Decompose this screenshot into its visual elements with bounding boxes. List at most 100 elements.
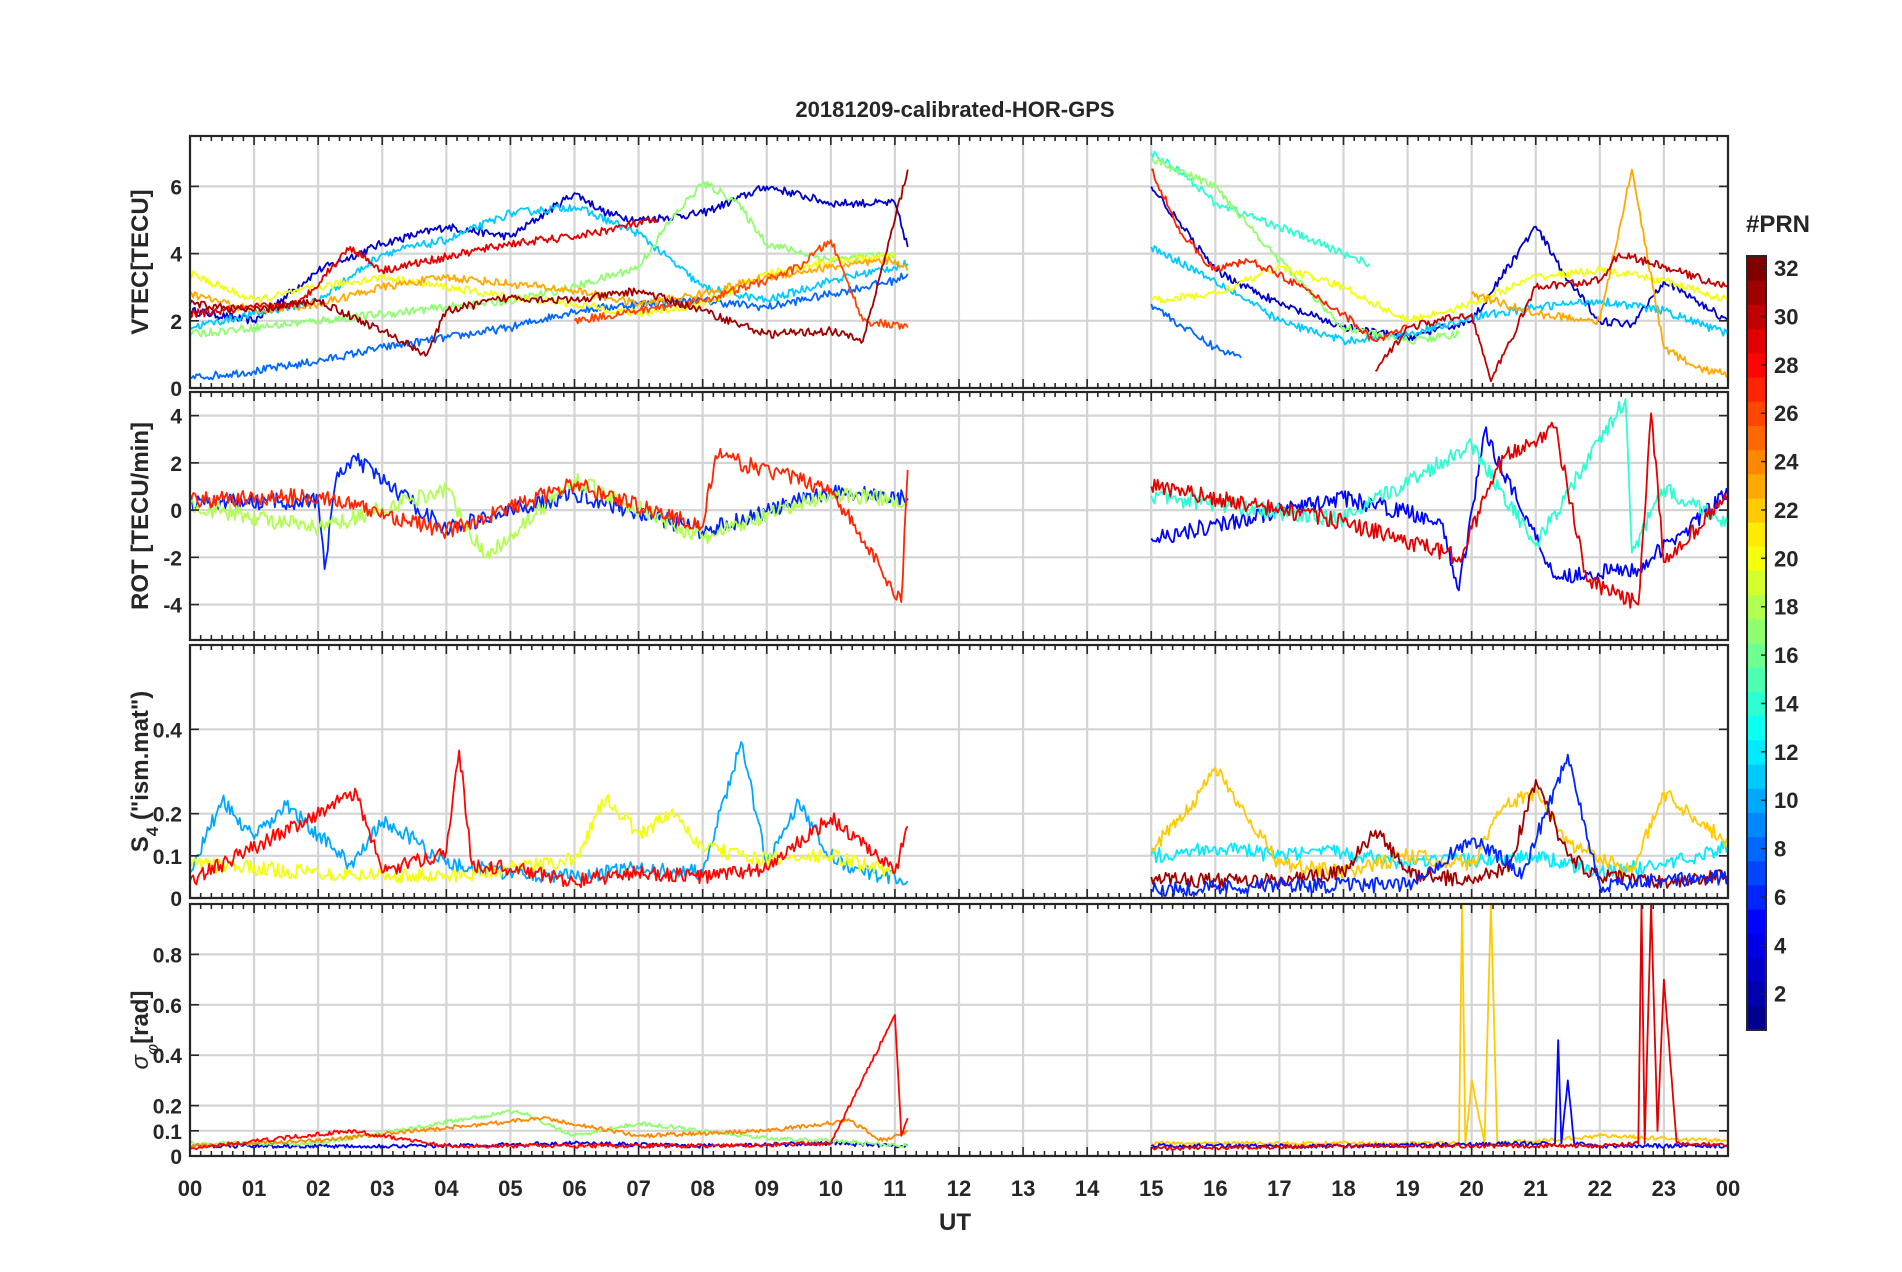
series-group (190, 741, 1728, 897)
series-line-prn-17 (190, 181, 896, 338)
colorbar-cell (1747, 280, 1766, 305)
x-tick-label: 10 (819, 1176, 843, 1201)
y-tick-label: -2 (163, 547, 182, 570)
x-tick-label: 20 (1459, 1176, 1483, 1201)
colorbar-cell (1747, 522, 1766, 547)
y-tick-label: 0 (170, 1146, 182, 1169)
series-line-prn-24 (190, 1115, 909, 1149)
y-axis-label: ROT [TECU/min] (127, 422, 154, 610)
y-tick-label: 2 (170, 311, 182, 334)
x-tick-label: 19 (1395, 1176, 1419, 1201)
series-line-prn-3 (1150, 186, 1728, 342)
y-tick-label: 4 (170, 244, 182, 267)
colorbar-frame (1746, 255, 1767, 1031)
colorbar-label: #PRN (1746, 211, 1810, 238)
colorbar-cell (1747, 352, 1766, 378)
colorbar-cell (1747, 715, 1766, 741)
rot-panel: -4 -2 0 2 4 ROT [TECU/min] (127, 390, 1730, 642)
y-tick-label: 0 (170, 500, 182, 523)
colorbar-cell (1747, 497, 1766, 523)
y-axis-label: VTEC[TECU] (127, 189, 154, 334)
y-axis-label: σφ[rad] (127, 991, 162, 1070)
x-tick-label: 16 (1203, 1176, 1227, 1201)
colorbar-cell (1747, 957, 1766, 983)
y-tick-label: 0.4 (153, 719, 183, 742)
colorbar-cell (1747, 667, 1766, 692)
series-line-prn-18 (190, 472, 909, 559)
chart-title: 20181209-calibrated-HOR-GPS (795, 97, 1114, 122)
series-group (190, 150, 1728, 383)
colorbar-tick-label: 12 (1774, 740, 1798, 765)
series-line-prn-20 (1150, 264, 1728, 323)
colorbar-cell (1747, 788, 1766, 813)
colorbar-tick-label: 16 (1774, 643, 1798, 668)
sigma-phi-panel: 00.10.2 0.4 0.6 0.8 σφ[rad] (127, 902, 1730, 1169)
colorbar-tick-label: 2 (1774, 982, 1786, 1007)
colorbar-tick-label: 20 (1774, 546, 1798, 571)
series-line-prn-28 (190, 749, 909, 889)
colorbar-cell (1747, 401, 1766, 426)
y-tick-label: 0 (170, 888, 182, 911)
series-line-prn-30 (1374, 252, 1728, 383)
series-line-prn-8 (190, 272, 909, 381)
series-line-prn-27 (190, 448, 909, 604)
series-group (190, 904, 1728, 1151)
x-tick-label: 21 (1524, 1176, 1548, 1201)
colorbar-cell (1747, 643, 1766, 668)
series-line-prn-5 (1150, 426, 1728, 592)
y-tick-label: 0.1 (153, 846, 183, 869)
colorbar-tick-label: 4 (1774, 933, 1787, 958)
y-tick-label: 0.8 (153, 944, 183, 967)
y-tick-label: 0.1 (153, 1121, 183, 1144)
colorbar-cell (1747, 763, 1766, 789)
colorbar-cell (1747, 933, 1766, 959)
x-tick-label: 22 (1588, 1176, 1612, 1201)
series-line-prn-31 (1150, 779, 1728, 889)
x-axis-label: UT (939, 1209, 971, 1236)
colorbar-cell (1747, 546, 1766, 572)
colorbar-cell (1747, 425, 1766, 451)
colorbar-cell (1747, 691, 1766, 717)
colorbar-cell (1747, 618, 1766, 644)
vtec-panel: 0 2 4 6 VTEC[TECU] (127, 134, 1730, 401)
x-tick-label: 14 (1075, 1176, 1100, 1201)
x-tick-label: 15 (1139, 1176, 1163, 1201)
series-line-prn-11 (1150, 245, 1728, 346)
y-tick-label: 0.2 (153, 804, 182, 827)
series-line-prn-28 (190, 1014, 909, 1151)
series-line-prn-17 (1151, 158, 1460, 345)
colorbar-tick-label: 10 (1774, 788, 1798, 813)
y-tick-label: 6 (170, 176, 182, 199)
colorbar-cell (1747, 739, 1766, 765)
colorbar-cell (1747, 328, 1766, 354)
x-tick-label: 04 (434, 1176, 459, 1201)
colorbar-tick-label: 28 (1774, 353, 1798, 378)
colorbar-cell (1747, 256, 1766, 281)
series-line-prn-29 (1150, 412, 1728, 609)
colorbar-cell (1747, 884, 1766, 910)
x-tick-label: 05 (498, 1176, 522, 1201)
x-tick-label: 11 (883, 1176, 906, 1201)
colorbar-cell (1747, 376, 1766, 402)
x-tick-label: 18 (1331, 1176, 1355, 1201)
series-line-prn-14 (1150, 150, 1370, 268)
y-tick-label: 0.4 (153, 1045, 183, 1068)
colorbar-tick-label: 24 (1774, 450, 1799, 475)
y-tick-label: 0.2 (153, 1096, 182, 1119)
series-line-prn-29 (190, 217, 659, 319)
series-line-prn-29 (1150, 904, 1728, 1151)
series-group (190, 398, 1728, 609)
series-line-prn-23 (1470, 168, 1728, 378)
series-line-prn-23 (190, 256, 909, 314)
colorbar-tick-label: 30 (1774, 304, 1798, 329)
y-tick-label: -4 (163, 595, 182, 618)
y-tick-label: 0.6 (153, 995, 182, 1018)
x-tick-label: 06 (562, 1176, 586, 1201)
x-tick-label: 01 (242, 1176, 266, 1201)
colorbar-tick-label: 26 (1774, 401, 1798, 426)
x-tick-label: 00 (1716, 1176, 1740, 1201)
x-tick-label: 02 (306, 1176, 330, 1201)
series-line-prn-22 (1150, 904, 1728, 1147)
colorbar-tick-label: 32 (1774, 256, 1798, 281)
